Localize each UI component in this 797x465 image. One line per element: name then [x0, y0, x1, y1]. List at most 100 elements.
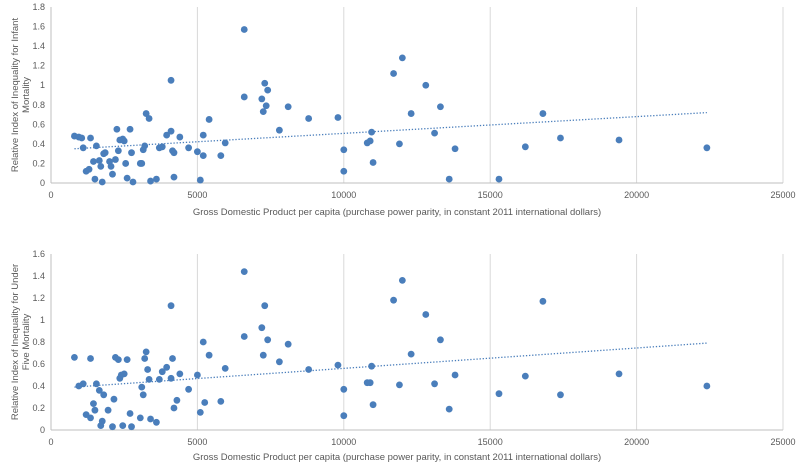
- data-point: [155, 376, 163, 383]
- data-point: [185, 385, 193, 393]
- data-point: [167, 302, 175, 310]
- y-axis-title-line: Five Mortality: [21, 314, 32, 371]
- data-point: [153, 175, 160, 183]
- data-point: [334, 361, 342, 369]
- data-point: [109, 170, 116, 178]
- x-tick-label: 25000: [770, 190, 795, 200]
- data-point: [128, 149, 135, 157]
- data-point: [142, 110, 150, 117]
- data-point: [144, 366, 152, 373]
- data-point: [217, 398, 225, 405]
- data-point: [158, 143, 166, 151]
- data-point: [120, 137, 128, 145]
- data-point: [340, 412, 348, 420]
- data-point: [87, 134, 94, 142]
- data-point: [167, 76, 175, 84]
- data-point: [275, 126, 283, 134]
- data-point: [615, 370, 623, 378]
- data-point: [101, 149, 109, 157]
- y-tick-label: 0.2: [32, 403, 45, 413]
- data-point: [262, 102, 270, 110]
- data-point: [539, 297, 547, 305]
- data-point: [98, 178, 106, 186]
- data-point: [71, 354, 78, 361]
- data-point: [114, 147, 122, 155]
- data-point: [79, 144, 87, 152]
- data-point: [123, 356, 131, 363]
- data-point: [141, 355, 149, 362]
- data-point: [340, 167, 348, 175]
- data-point: [240, 26, 248, 33]
- data-point: [521, 143, 529, 151]
- data-point: [451, 145, 459, 153]
- data-point: [91, 175, 99, 183]
- data-point: [240, 333, 248, 340]
- y-tick-label: 1.2: [32, 293, 45, 303]
- x-tick-label: 5000: [187, 190, 207, 200]
- y-tick-label: 0.2: [32, 158, 45, 168]
- y-tick-label: 0.8: [32, 337, 45, 347]
- y-tick-label: 0.6: [32, 359, 45, 369]
- data-point: [284, 340, 292, 348]
- data-point: [139, 391, 147, 399]
- data-point: [521, 372, 529, 380]
- data-point: [120, 370, 128, 378]
- data-point: [259, 108, 267, 116]
- y-axis-title: Relative Index of Inequality for InfantM…: [10, 18, 32, 173]
- data-point: [114, 356, 122, 363]
- data-point: [703, 382, 711, 390]
- data-point: [167, 374, 175, 382]
- data-point: [113, 125, 121, 133]
- data-point: [170, 149, 178, 157]
- data-point: [147, 177, 154, 185]
- data-point: [196, 409, 204, 416]
- y-axis-title-line: Mortality: [21, 77, 32, 113]
- data-point: [398, 54, 406, 62]
- data-point: [451, 371, 459, 379]
- data-point: [163, 363, 171, 371]
- data-point: [261, 302, 269, 310]
- data-point: [95, 157, 103, 164]
- data-point: [91, 406, 99, 414]
- infant-mortality-chart: 0 0.2 0.4 0.6 0.8 1 1.2 1.4 1.6 1.8 0 5000 10000 1500…: [10, 2, 796, 218]
- y-tick-label: 0: [40, 425, 45, 435]
- data-point: [196, 176, 204, 184]
- y-axis-title-line: Relative Index of Inequality for Infant: [10, 18, 21, 173]
- data-point: [407, 350, 415, 358]
- data-point: [221, 139, 229, 147]
- trendline: [74, 342, 707, 388]
- data-point: [173, 396, 181, 404]
- data-point: [368, 362, 376, 370]
- data-point: [703, 144, 711, 152]
- y-axis-title: Relative Index of Inequality for UnderFi…: [10, 264, 32, 420]
- data-point: [240, 268, 248, 275]
- x-tick-label: 20000: [624, 190, 649, 200]
- data-point: [390, 70, 397, 77]
- data-point: [264, 86, 272, 94]
- data-point: [422, 311, 430, 318]
- data-point: [334, 114, 342, 121]
- data-point: [437, 336, 444, 344]
- data-point: [366, 379, 374, 387]
- y-tick-label: 0.4: [32, 381, 45, 391]
- data-point: [158, 368, 166, 376]
- data-point: [100, 391, 108, 399]
- data-point: [445, 175, 453, 183]
- y-tick-label: 0.8: [32, 100, 45, 110]
- data-point: [107, 162, 115, 170]
- x-tick-label: 25000: [770, 437, 795, 447]
- data-point: [147, 415, 154, 423]
- data-point: [78, 134, 86, 142]
- data-point: [205, 116, 213, 123]
- y-tick-label: 1.6: [32, 22, 45, 32]
- data-point: [557, 134, 564, 142]
- data-point: [396, 140, 403, 148]
- data-point: [557, 391, 564, 399]
- data-point: [194, 148, 201, 156]
- data-point: [119, 422, 127, 429]
- data-point: [98, 417, 106, 425]
- x-axis-title: Gross Domestic Product per capita (purch…: [193, 207, 601, 218]
- y-tick-label: 1.6: [32, 249, 45, 259]
- data-point: [90, 400, 97, 407]
- data-point: [261, 79, 269, 87]
